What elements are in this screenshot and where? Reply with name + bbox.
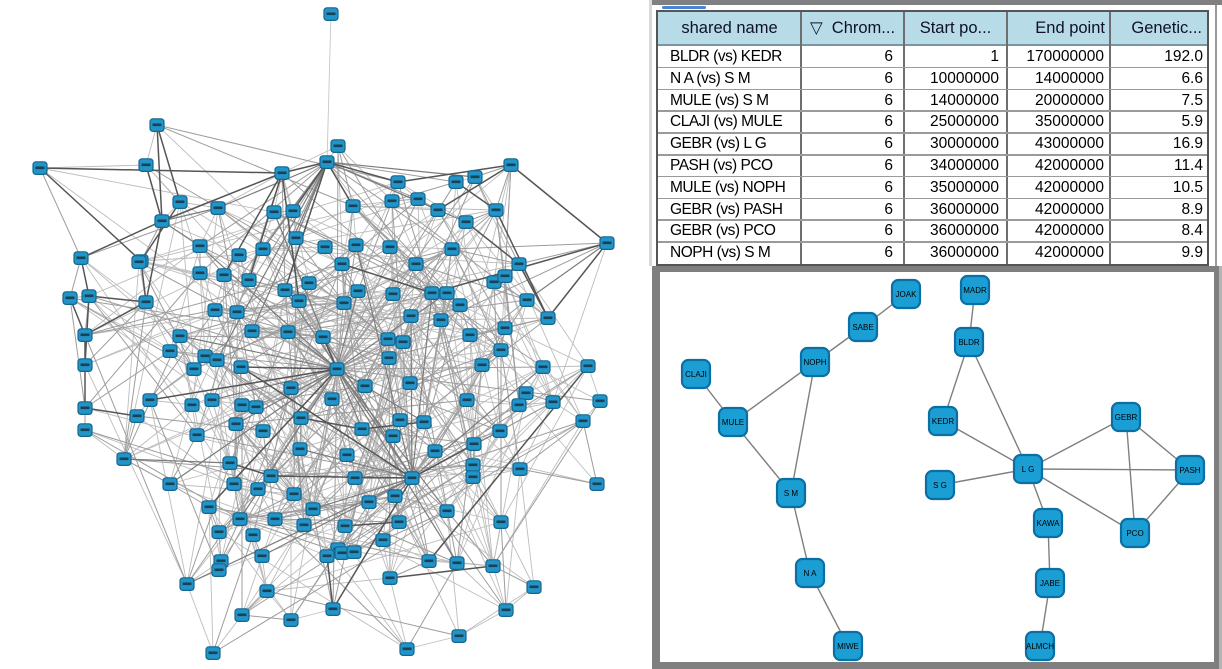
svg-text:MIWE: MIWE bbox=[837, 642, 859, 651]
svg-text:JOAK: JOAK bbox=[896, 290, 918, 299]
svg-text:N A: N A bbox=[804, 569, 818, 578]
svg-text:SABE: SABE bbox=[852, 323, 873, 332]
svg-text:JABE: JABE bbox=[1040, 579, 1060, 588]
svg-text:S G: S G bbox=[933, 481, 947, 490]
svg-text:MADR: MADR bbox=[963, 286, 987, 295]
svg-text:S M: S M bbox=[784, 489, 799, 498]
svg-text:PASH: PASH bbox=[1179, 466, 1200, 475]
svg-text:L G: L G bbox=[1022, 465, 1035, 474]
svg-text:CLAJI: CLAJI bbox=[685, 370, 707, 379]
svg-text:KEDR: KEDR bbox=[932, 417, 954, 426]
svg-text:NOPH: NOPH bbox=[803, 358, 826, 367]
svg-text:PCO: PCO bbox=[1126, 529, 1143, 538]
svg-text:BLDR: BLDR bbox=[958, 338, 980, 347]
svg-text:MULE: MULE bbox=[722, 418, 744, 427]
svg-text:ALMCH: ALMCH bbox=[1026, 642, 1054, 651]
svg-text:KAWA: KAWA bbox=[1037, 519, 1061, 528]
svg-text:GEBR: GEBR bbox=[1115, 413, 1138, 422]
